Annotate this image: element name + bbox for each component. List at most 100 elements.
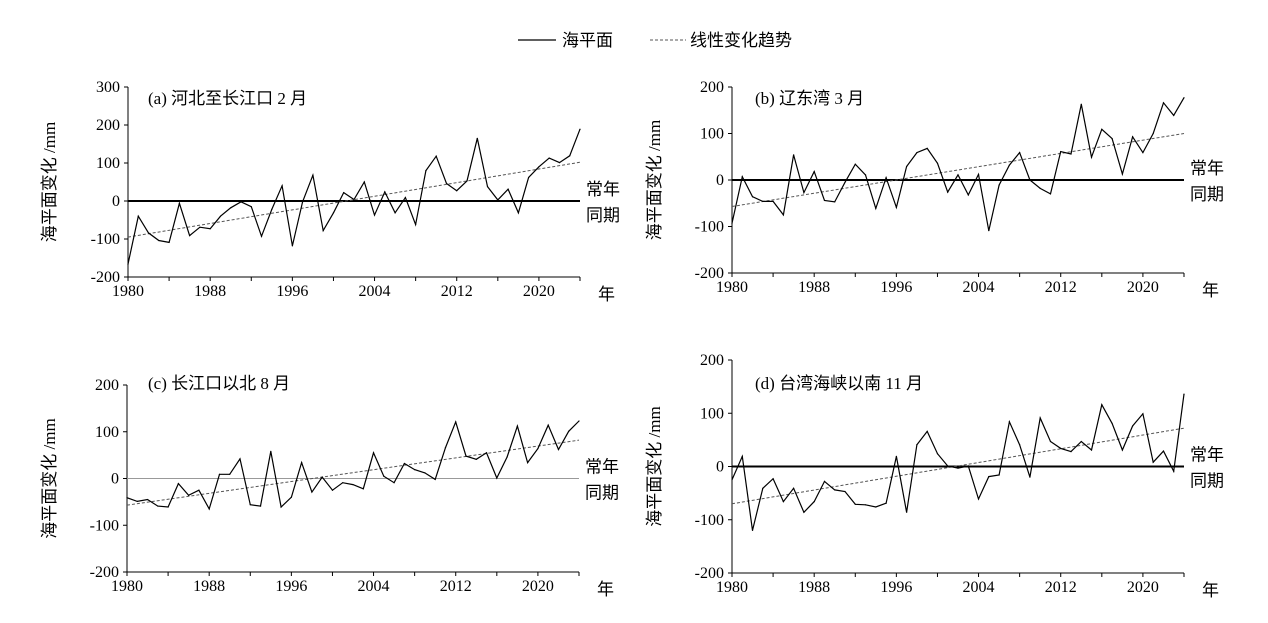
panel-title: (c) 长江口以北 8 月 (148, 374, 290, 393)
data-point (486, 185, 489, 188)
data-point (434, 478, 436, 481)
data-point (1080, 440, 1082, 443)
data-point (579, 128, 581, 130)
x-tick-label: 2020 (1127, 279, 1159, 296)
data-point (1121, 449, 1123, 451)
data-point (916, 444, 918, 446)
data-point (977, 498, 980, 500)
y-tick-label: 300 (96, 79, 120, 96)
data-point (538, 166, 540, 168)
data-point (136, 500, 138, 503)
data-point (332, 212, 335, 214)
data-point (568, 430, 570, 432)
data-point (455, 421, 457, 423)
data-point (475, 458, 477, 460)
data-point (127, 263, 129, 265)
data-point (425, 170, 427, 172)
data-point (167, 506, 169, 508)
data-point (435, 155, 437, 157)
data-point (936, 453, 939, 455)
data-point (517, 212, 519, 214)
y-tick-label: 0 (112, 193, 120, 210)
data-point (372, 452, 375, 454)
data-point (1142, 413, 1144, 415)
data-point (1029, 179, 1031, 181)
data-point (1173, 114, 1175, 116)
y-tick-label: 100 (96, 155, 120, 172)
data-point (537, 447, 539, 450)
data-point (291, 245, 293, 247)
data-point (772, 200, 774, 202)
data-point (1049, 193, 1052, 195)
data-point (547, 424, 549, 426)
data-point (1060, 447, 1062, 449)
y-axis-label: 海平面变化 /mm (645, 406, 664, 526)
data-point (404, 196, 406, 199)
data-point (1142, 151, 1144, 154)
data-point (249, 504, 251, 506)
data-point (363, 181, 365, 183)
data-point (751, 196, 754, 198)
data-point (916, 151, 918, 154)
data-point (312, 174, 314, 176)
data-point (854, 163, 856, 165)
x-tick-label: 1988 (798, 579, 830, 596)
data-point (280, 506, 282, 508)
data-point (290, 496, 292, 498)
data-point (864, 174, 867, 176)
data-point (158, 239, 160, 242)
data-point (1101, 128, 1103, 130)
data-point (803, 191, 805, 194)
data-point (741, 176, 743, 178)
data-point (957, 467, 959, 469)
x-tick-label: 2012 (440, 578, 472, 595)
legend: 海平面 线性变化趋势 (518, 31, 792, 50)
data-point (793, 487, 795, 489)
y-tick-label: 200 (700, 352, 724, 369)
data-point (240, 201, 242, 203)
data-point (731, 222, 733, 224)
data-point (885, 502, 887, 504)
y-tick-label: -200 (695, 565, 724, 582)
y-tick-label: 0 (716, 172, 724, 189)
data-point (362, 488, 364, 490)
data-point (1029, 476, 1031, 478)
x-tick-label: 1980 (716, 579, 748, 596)
data-point (1019, 444, 1021, 446)
x-tick-label: 2012 (1045, 579, 1077, 596)
x-tick-label: 1980 (112, 283, 144, 300)
data-point (126, 497, 128, 499)
sea-level-series-line (126, 420, 580, 511)
data-point (1039, 187, 1041, 189)
y-tick-label: 200 (96, 117, 120, 134)
data-point (1111, 422, 1113, 424)
data-point (762, 200, 764, 202)
y-axis-label: 海平面变化 /mm (40, 418, 59, 538)
data-point (302, 201, 304, 203)
data-point (342, 482, 344, 484)
x-tick-label: 2004 (358, 578, 390, 595)
data-point (557, 448, 560, 451)
data-point (229, 473, 231, 475)
data-point (772, 478, 774, 480)
data-point (1070, 153, 1072, 155)
data-point (895, 206, 897, 209)
data-point (782, 214, 784, 216)
x-tick-label: 1996 (275, 578, 307, 595)
x-tick-label: 2020 (522, 578, 554, 595)
data-point (967, 194, 969, 196)
data-point (414, 469, 416, 471)
data-point (343, 192, 345, 194)
y-tick-label: 200 (700, 79, 724, 96)
x-tick-label: 2004 (963, 279, 995, 296)
data-point (188, 494, 190, 496)
data-point (250, 206, 252, 208)
trend-line (731, 427, 1185, 505)
data-point (813, 501, 815, 503)
y-tick-label: 200 (95, 377, 119, 394)
data-point (977, 173, 980, 176)
data-point (189, 234, 191, 237)
data-point (393, 482, 395, 484)
data-point (208, 508, 210, 510)
data-point (844, 490, 846, 493)
